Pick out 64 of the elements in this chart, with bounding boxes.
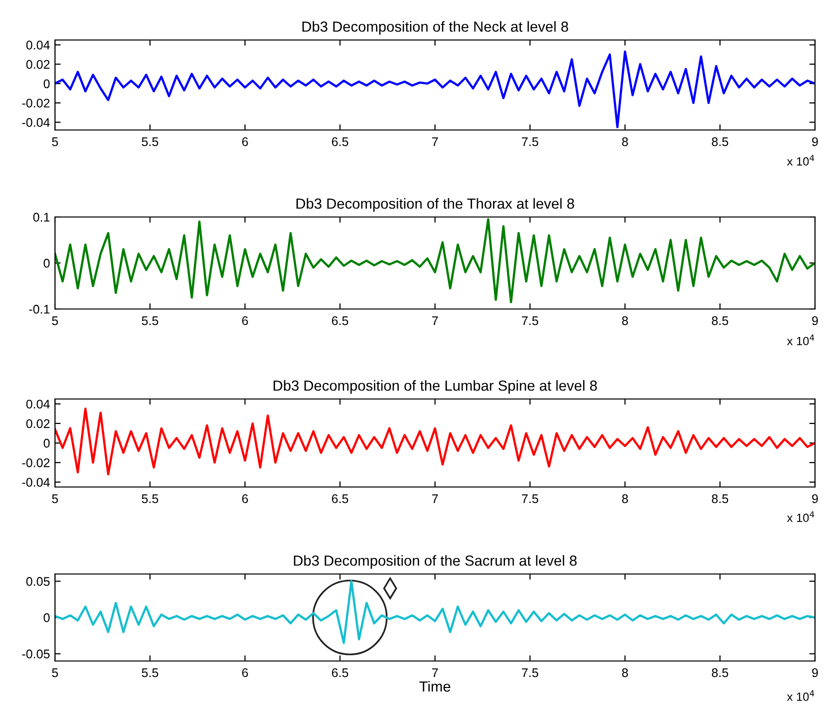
x-tick-label: 6.5 bbox=[332, 316, 348, 326]
y-tick-label: 0.04 bbox=[26, 400, 50, 409]
text: x 10$^{4}$ bbox=[787, 690, 814, 701]
x-tick-label: 5.5 bbox=[142, 668, 158, 678]
y-tick-label: 0 bbox=[44, 438, 50, 448]
x-tick-label: 8 bbox=[622, 316, 628, 326]
y-tick-label: 0.02 bbox=[26, 419, 50, 428]
y-tick-label: -0.04 bbox=[22, 478, 50, 487]
x-tick-label: 6 bbox=[242, 668, 248, 678]
text: x 10$^{4}$ bbox=[787, 154, 814, 166]
x-tick-label: 9 bbox=[812, 494, 818, 504]
y-tick-label: -0.02 bbox=[22, 98, 50, 108]
y-tick-label: 0.1 bbox=[33, 212, 50, 222]
y-tick-label: 0.02 bbox=[26, 60, 50, 69]
chart-title: Db3 Decomposition of the Lumbar Spine at level 8 bbox=[274, 380, 597, 394]
x-tick-label: 7 bbox=[432, 316, 438, 326]
x-tick-label: 6.5 bbox=[332, 137, 348, 146]
x-tick-label: 7.5 bbox=[522, 137, 538, 146]
x-tick-label: 7 bbox=[432, 668, 438, 678]
x-tick-label: 5.5 bbox=[142, 494, 158, 504]
x-tick-label: 8 bbox=[622, 668, 628, 678]
x-tick-label: 6.5 bbox=[332, 494, 348, 504]
x-tick-label: 7 bbox=[432, 494, 438, 504]
y-tick-label: 0.04 bbox=[26, 40, 50, 50]
x-tick-label: 8 bbox=[622, 494, 628, 504]
x-tick-label: 9 bbox=[812, 668, 818, 678]
x-tick-label: 7.5 bbox=[522, 494, 538, 504]
x-tick-label: 5 bbox=[52, 494, 58, 504]
y-tick-label: 0 bbox=[44, 613, 50, 622]
y-tick-label: -0.04 bbox=[22, 118, 50, 127]
x-tick-label: 8.5 bbox=[712, 668, 728, 678]
y-tick-label: -0.02 bbox=[22, 458, 50, 468]
text: x 10$^{4}$ bbox=[787, 334, 814, 346]
chart-title: Db3 Decomposition of the Sacrum at level 8 bbox=[294, 555, 577, 569]
x-tick-label: 5 bbox=[52, 137, 58, 146]
x-tick-label: 6.5 bbox=[332, 668, 348, 678]
y-tick-label: 0.05 bbox=[26, 577, 50, 586]
x-tick-label: 7.5 bbox=[522, 668, 538, 678]
x-axis-title: Time bbox=[419, 680, 450, 692]
x-tick-label: 5 bbox=[52, 668, 58, 678]
text: x 10$^{4}$ bbox=[787, 511, 814, 522]
x-tick-label: 8.5 bbox=[712, 137, 728, 146]
y-tick-label: 0 bbox=[44, 258, 50, 268]
x-tick-label: 8 bbox=[622, 137, 628, 146]
x-tick-label: 6 bbox=[242, 137, 248, 146]
chart-title: Db3 Decomposition of the Neck at level 8 bbox=[302, 21, 568, 35]
x-tick-label: 8.5 bbox=[712, 494, 728, 504]
x-tick-label: 9 bbox=[812, 316, 818, 326]
x-tick-label: 7.5 bbox=[522, 316, 538, 326]
x-tick-label: 5 bbox=[52, 316, 58, 326]
line-series bbox=[55, 580, 815, 644]
y-tick-label: -0.05 bbox=[22, 650, 50, 658]
line-series bbox=[55, 408, 815, 476]
x-tick-label: 5.5 bbox=[142, 137, 158, 146]
x-tick-label: 6 bbox=[242, 494, 248, 504]
x-tick-label: 8.5 bbox=[712, 316, 728, 326]
line-series bbox=[55, 50, 815, 128]
y-tick-label: -0.1 bbox=[29, 304, 50, 314]
x-tick-label: 5.5 bbox=[142, 316, 158, 326]
chart-title: Db3 Decomposition of the Thorax at level 8 bbox=[296, 198, 574, 212]
y-tick-label: 0 bbox=[44, 79, 50, 88]
x-tick-label: 7 bbox=[432, 137, 438, 146]
x-tick-label: 6 bbox=[242, 316, 248, 326]
x-tick-label: 9 bbox=[812, 137, 818, 146]
